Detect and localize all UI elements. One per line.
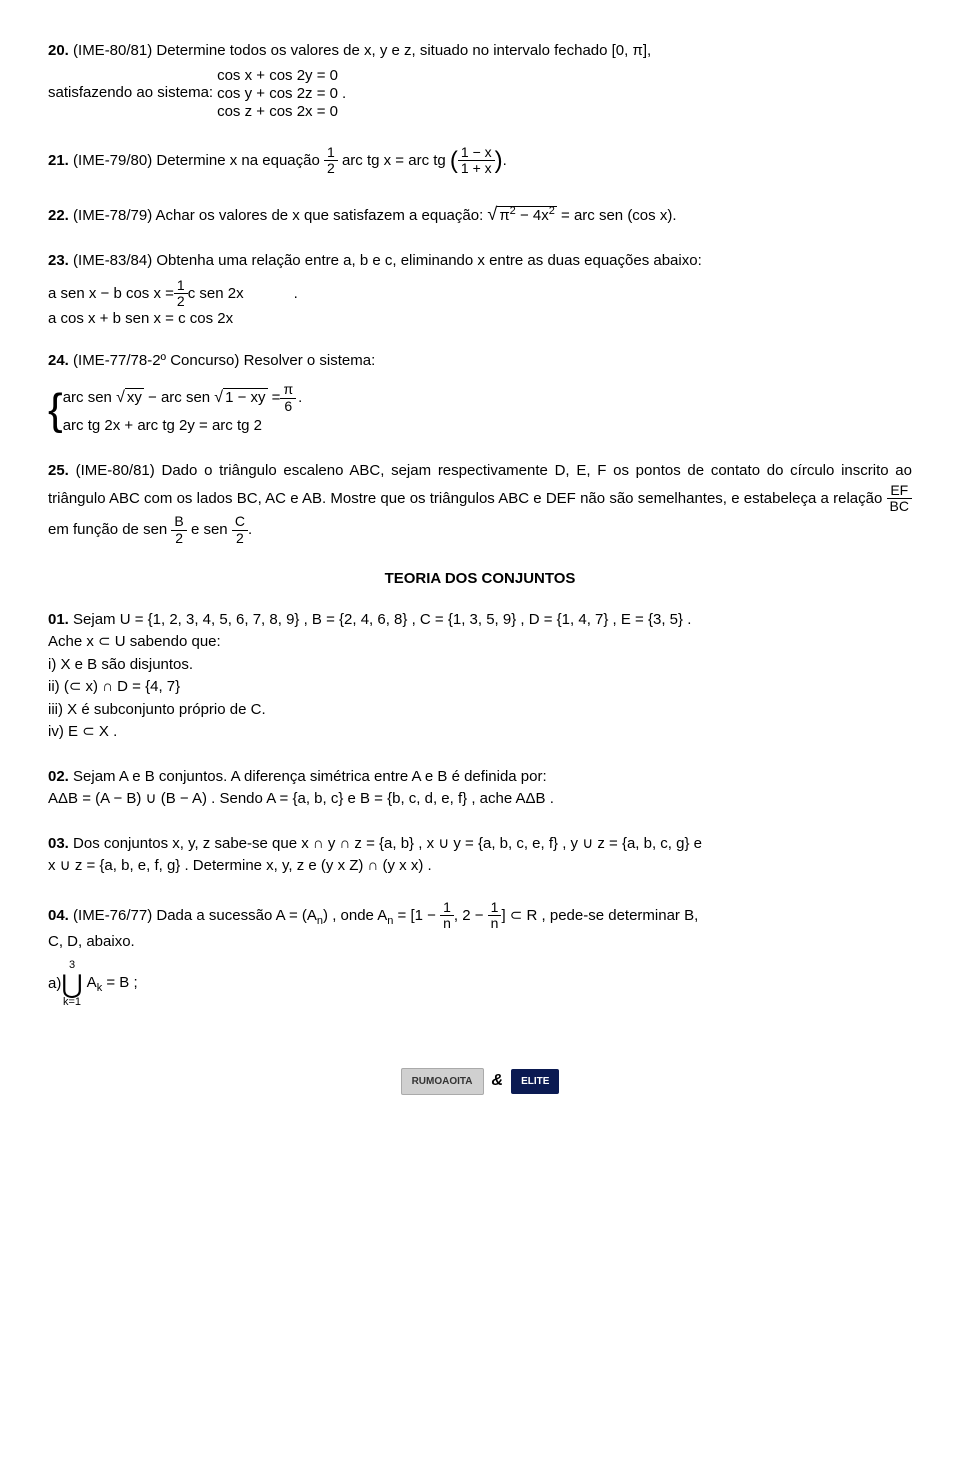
q20-text: (IME-80/81) Determine todos os valores d… xyxy=(69,42,612,59)
q04-union-bot: k=1 xyxy=(61,997,82,1008)
question-24: 24. (IME-77/78-2º Concurso) Resolver o s… xyxy=(48,350,912,438)
question-21: 21. (IME-79/80) Determine x na equação 1… xyxy=(48,143,912,179)
qnum-25: 25. xyxy=(48,462,69,479)
logo-rumoaoita: RUMOAOITA xyxy=(401,1068,484,1095)
q03-l2: x ∪ z = {a, b, e, f, g} . Determine x, y… xyxy=(48,855,912,878)
q01-i: i) X e B são disjuntos. xyxy=(48,654,912,677)
section-title: TEORIA DOS CONJUNTOS xyxy=(48,568,912,591)
q21-frac: 1 − x1 + x xyxy=(458,145,495,177)
q23-dot: . xyxy=(294,285,298,303)
q25-dot: . xyxy=(248,521,252,538)
q01-iii: iii) X é subconjunto próprio de C. xyxy=(48,699,912,722)
q21-mid: arc tg x = arc tg xyxy=(342,151,446,168)
q04-a-end: = B ; xyxy=(102,974,137,991)
q25-f1: EFBC xyxy=(887,483,912,515)
q02-l2: AΔB = (A − B) ∪ (B − A) . Sendo A = {a, … xyxy=(48,788,912,811)
q24-frac: π6 xyxy=(280,382,296,414)
q21-text: (IME-79/80) Determine x na equação xyxy=(69,151,324,168)
lparen-icon: ( xyxy=(450,147,458,174)
q04-l1c: = [1 − xyxy=(393,906,440,923)
union-icon: ⋃ xyxy=(61,971,82,997)
q22-dot: . xyxy=(672,207,676,224)
q24-dot: . xyxy=(298,386,302,410)
q04-l2: C, D, abaixo. xyxy=(48,931,912,954)
q25-f2: B2 xyxy=(171,514,186,546)
question-25: 25. (IME-80/81) Dado o triângulo escalen… xyxy=(48,460,912,546)
q20-eq3: cos z + cos 2x = 0 xyxy=(217,103,346,121)
q04-a-label: a) xyxy=(48,973,61,996)
q22-rhs: = arc sen (cos x) xyxy=(561,207,672,224)
q24-eq1a: arc sen √xy − arc sen √1 − xy = xyxy=(63,385,281,411)
q24-text: (IME-77/78-2º Concurso) Resolver o siste… xyxy=(69,352,375,369)
qnum-02: 02. xyxy=(48,768,69,785)
q01-l2: Ache x ⊂ U sabendo que: xyxy=(48,631,912,654)
q22-text: (IME-78/79) Achar os valores de x que sa… xyxy=(69,207,488,224)
q25-e: e xyxy=(191,521,204,538)
q25-mid: em função de xyxy=(48,521,143,538)
question-02: 02. Sejam A e B conjuntos. A diferença s… xyxy=(48,766,912,811)
q23-eq1b: c sen 2x xyxy=(188,285,244,303)
q25-f3: C2 xyxy=(232,514,248,546)
qnum-03: 03. xyxy=(48,835,69,852)
question-22: 22. (IME-78/79) Achar os valores de x qu… xyxy=(48,201,912,228)
q04-l1e: ] ⊂ R , pede-se determinar B, xyxy=(501,906,698,923)
footer: RUMOAOITA & ELITE xyxy=(48,1068,912,1095)
q04-l1a: (IME-76/77) Dada a sucessão A = (A xyxy=(69,906,317,923)
q23-eq1-half: 12 xyxy=(174,278,188,310)
q20-satisfying: satisfazendo ao sistema: xyxy=(48,82,213,105)
question-01: 01. Sejam U = {1, 2, 3, 4, 5, 6, 7, 8, 9… xyxy=(48,609,912,744)
q23-eq2: a cos x + b sen x = c cos 2x xyxy=(48,310,233,327)
q20-interval: [0, π], xyxy=(612,42,652,59)
q23-text: (IME-83/84) Obtenha uma relação entre a,… xyxy=(69,252,702,269)
q20-eq2: cos y + cos 2z = 0 xyxy=(217,85,338,102)
q23-eq1a: a sen x − b cos x = xyxy=(48,285,174,303)
qnum-20: 20. xyxy=(48,42,69,59)
qnum-21: 21. xyxy=(48,151,69,168)
question-23: 23. (IME-83/84) Obtenha uma relação entr… xyxy=(48,250,912,328)
q04-f2: 1n xyxy=(488,900,502,932)
q01-ii: ii) (⊂ x) ∩ D = {4, 7} xyxy=(48,676,912,699)
qnum-04: 04. xyxy=(48,906,69,923)
qnum-01: 01. xyxy=(48,611,69,628)
question-04: 04. (IME-76/77) Dada a sucessão A = (An)… xyxy=(48,900,912,1008)
q04-f1: 1n xyxy=(440,900,454,932)
q01-iv: iv) E ⊂ X . xyxy=(48,721,912,744)
lbrace-icon: { xyxy=(48,393,63,427)
q25-p1: (IME-80/81) Dado o triângulo escaleno AB… xyxy=(48,462,912,506)
logo-elite: ELITE xyxy=(511,1069,559,1094)
qnum-24: 24. xyxy=(48,352,69,369)
q03-l1: Dos conjuntos x, y, z sabe-se que x ∩ y … xyxy=(69,835,702,852)
q25-sen1: sen xyxy=(143,521,167,538)
rparen-icon: ) xyxy=(495,147,503,174)
q24-eq2: arc tg 2x + arc tg 2y = arc tg 2 xyxy=(63,417,262,434)
question-20: 20. (IME-80/81) Determine todos os valor… xyxy=(48,40,912,121)
q20-eq1: cos x + cos 2y = 0 xyxy=(217,67,346,85)
q25-sen2: sen xyxy=(203,521,227,538)
q21-half: 12 xyxy=(324,145,338,177)
q04-l1d: , 2 − xyxy=(454,906,488,923)
q01-l1: Sejam U = {1, 2, 3, 4, 5, 6, 7, 8, 9} , … xyxy=(69,611,692,628)
q04-a-rhs: A xyxy=(87,974,97,991)
qnum-22: 22. xyxy=(48,207,69,224)
qnum-23: 23. xyxy=(48,252,69,269)
ampersand-icon: & xyxy=(492,1069,504,1093)
q04-l1b: ) , onde A xyxy=(323,906,387,923)
q21-dot: . xyxy=(503,151,507,168)
question-03: 03. Dos conjuntos x, y, z sabe-se que x … xyxy=(48,833,912,878)
q20-dot: . xyxy=(342,85,346,102)
sqrt-icon: √ xyxy=(487,204,497,224)
q22-radicand: π2 − 4x2 xyxy=(497,206,557,224)
q02-l1: Sejam A e B conjuntos. A diferença simét… xyxy=(69,768,547,785)
